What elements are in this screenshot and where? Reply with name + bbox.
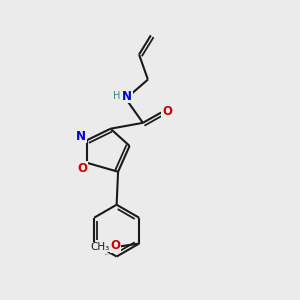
Text: O: O bbox=[110, 239, 121, 252]
Text: N: N bbox=[76, 130, 86, 143]
Text: CH₃: CH₃ bbox=[90, 242, 110, 252]
Text: O: O bbox=[77, 162, 87, 175]
Text: N: N bbox=[122, 90, 132, 103]
Text: H: H bbox=[113, 91, 121, 101]
Text: methoxy: methoxy bbox=[105, 254, 111, 255]
Text: O: O bbox=[162, 105, 172, 118]
